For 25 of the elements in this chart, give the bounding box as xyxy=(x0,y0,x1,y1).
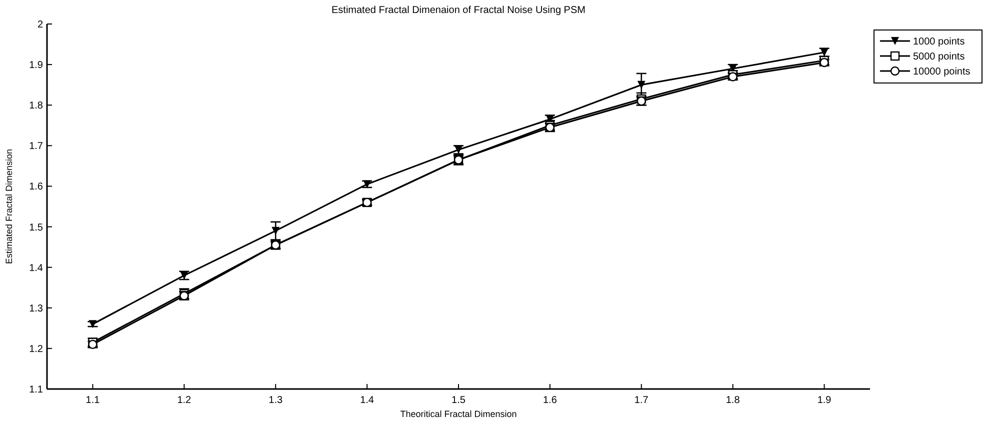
y-tick-label: 1.9 xyxy=(29,60,44,72)
y-tick-label: 1.6 xyxy=(29,182,44,193)
y-axis-title: Estimated Fractal Dimension xyxy=(4,148,14,264)
y-tick-label: 1.1 xyxy=(29,384,44,396)
x-tick-label: 1.5 xyxy=(452,395,466,406)
x-tick-label: 1.8 xyxy=(726,395,740,406)
y-tick-label: 1.2 xyxy=(29,344,44,355)
y-tick-label: 1.7 xyxy=(29,141,44,152)
x-tick-label: 1.2 xyxy=(177,395,192,406)
y-tick-label: 1.3 xyxy=(29,303,44,314)
x-tick-label: 1.6 xyxy=(542,395,558,406)
legend-label: 1000 points xyxy=(913,36,965,48)
x-tick-label: 1.4 xyxy=(360,395,374,406)
y-tick-label: 1.4 xyxy=(29,262,44,274)
x-tick-label: 1.1 xyxy=(86,395,100,406)
legend-label: 10000 points xyxy=(913,66,970,78)
chart-title: Estimated Fractal Dimenaion of Fractal Noise Using PSM xyxy=(332,5,586,16)
y-tick-label: 2 xyxy=(37,20,44,30)
x-axis-title: Theoritical Fractal Dimension xyxy=(400,409,517,419)
y-tick-label: 1.8 xyxy=(29,100,44,112)
legend-label: 5000 points xyxy=(913,52,965,62)
x-tick-label: 1.9 xyxy=(817,395,832,406)
x-tick-label: 1.3 xyxy=(268,395,283,406)
y-tick-label: 1.5 xyxy=(29,222,44,234)
x-tick-label: 1.7 xyxy=(634,395,649,406)
